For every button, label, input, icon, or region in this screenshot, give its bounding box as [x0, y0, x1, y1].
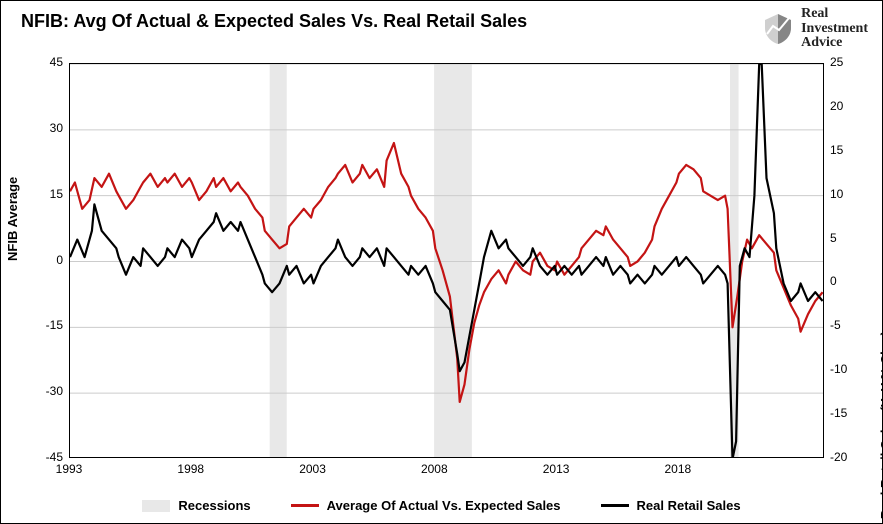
xtick: 2018 [658, 462, 698, 476]
y-axis-right-label: Real Retail Sales (YoY % Chg.) [878, 331, 883, 519]
recession-swatch [142, 500, 170, 512]
xtick: 1998 [171, 462, 211, 476]
legend-nfib-label: Average Of Actual Vs. Expected Sales [327, 498, 561, 513]
y-axis-left-label: NFIB Average [5, 177, 20, 261]
chart-title: NFIB: Avg Of Actual & Expected Sales Vs.… [21, 11, 527, 32]
legend-retail-label: Real Retail Sales [637, 498, 741, 513]
legend-nfib: Average Of Actual Vs. Expected Sales [291, 498, 561, 513]
xtick: 1993 [49, 462, 89, 476]
ytick-left: 0 [33, 253, 63, 267]
xtick: 2008 [414, 462, 454, 476]
ytick-right: 15 [830, 143, 860, 157]
ytick-right: 0 [830, 274, 860, 288]
chart-plot [69, 63, 824, 458]
xtick: 2003 [293, 462, 333, 476]
ytick-right: 10 [830, 187, 860, 201]
logo-line3: Advice [801, 36, 868, 51]
ytick-right: -10 [830, 362, 860, 376]
legend-recessions-label: Recessions [178, 498, 250, 513]
retail-swatch [601, 504, 629, 507]
ytick-left: -30 [33, 384, 63, 398]
logo-line2: Investment [801, 22, 868, 37]
ytick-right: -15 [830, 406, 860, 420]
nfib-swatch [291, 504, 319, 507]
ytick-right: 25 [830, 55, 860, 69]
brand-logo: Real Investment Advice [761, 7, 868, 51]
ytick-right: 20 [830, 99, 860, 113]
legend-recessions: Recessions [142, 498, 250, 513]
xtick: 2013 [536, 462, 576, 476]
ytick-left: -15 [33, 318, 63, 332]
ytick-left: 45 [33, 55, 63, 69]
legend: Recessions Average Of Actual Vs. Expecte… [1, 498, 882, 513]
legend-retail: Real Retail Sales [601, 498, 741, 513]
ytick-left: 15 [33, 187, 63, 201]
ytick-left: 30 [33, 121, 63, 135]
ytick-right: -20 [830, 450, 860, 464]
ytick-right: -5 [830, 318, 860, 332]
brand-icon [761, 12, 795, 46]
logo-line1: Real [801, 7, 868, 22]
ytick-right: 5 [830, 231, 860, 245]
